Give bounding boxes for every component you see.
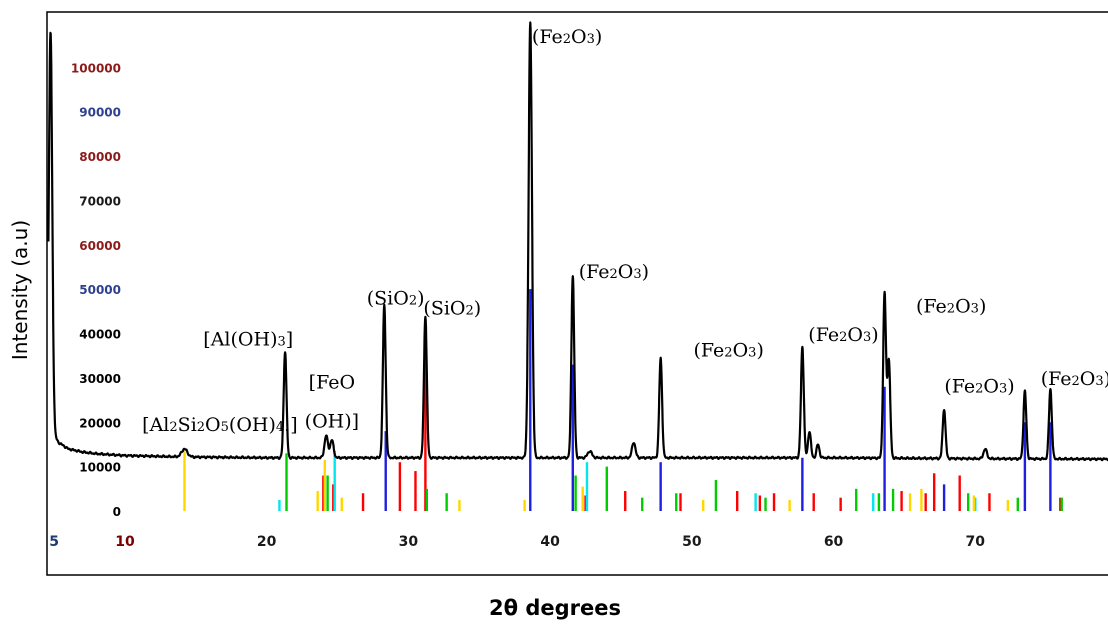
peak-annotations: (Fe2O3) (Fe2O3) (SiO2)(SiO2) [Al(OH)3] [FeO (… <box>142 26 1108 436</box>
peak-annotation: (SiO2) <box>423 297 481 319</box>
y-axis-title: Intensity (a.u) <box>8 220 32 360</box>
plot-frame <box>46 11 1108 576</box>
peak-annotation: (SiO2) <box>367 288 425 310</box>
x-tick-label: 20 <box>257 534 277 550</box>
y-tick-label: 20000 <box>79 416 121 430</box>
y-tick-label: 0 <box>113 505 121 519</box>
peak-annotation: [Al(OH)3] <box>203 329 293 351</box>
x-tick-label: 40 <box>540 534 560 550</box>
y-tick-label: 40000 <box>79 328 121 342</box>
y-tick-label: 30000 <box>79 372 121 386</box>
y-tick-label: 50000 <box>79 283 121 297</box>
peak-annotation: (Fe2O3) <box>579 261 649 283</box>
y-tick-label: 100000 <box>71 61 121 75</box>
x-tick-label: 60 <box>824 534 844 550</box>
peak-annotation: (Fe2O3) <box>693 340 763 362</box>
x-tick-labels: 5 10 20 30 40 50 60 70 <box>49 534 985 550</box>
peak-annotation: (OH)] <box>305 411 359 433</box>
peak-annotation: [FeO <box>309 372 355 394</box>
reference-sticks <box>183 289 1063 511</box>
y-tick-labels: 0 10000 20000 30000 40000 50000 60000 70000 8000… <box>71 61 121 519</box>
peak-annotation: (Fe2O3) <box>916 295 986 317</box>
peak-annotation: (Fe2O3) <box>944 376 1014 398</box>
y-tick-label: 90000 <box>79 106 121 120</box>
x-tick-label: 30 <box>399 534 419 550</box>
y-tick-label: 70000 <box>79 194 121 208</box>
x-tick-label: 70 <box>966 534 986 550</box>
y-tick-label: 10000 <box>79 461 121 475</box>
x-tick-label: 10 <box>115 534 135 550</box>
peak-annotation: (Fe2O3) <box>808 324 878 346</box>
peak-annotation: (Fe2O3) <box>1041 368 1108 390</box>
y-tick-label: 60000 <box>79 239 121 253</box>
x-axis-title: 2θ degrees <box>489 596 621 620</box>
x-tick-label: 5 <box>49 534 59 550</box>
diffraction-pattern-line <box>47 21 1108 462</box>
peak-annotation: (Fe2O3) <box>532 26 602 48</box>
y-tick-label: 80000 <box>79 150 121 164</box>
x-tick-label: 50 <box>682 534 702 550</box>
peak-annotation: [Al2Si2O5(OH)4.] <box>142 414 297 436</box>
